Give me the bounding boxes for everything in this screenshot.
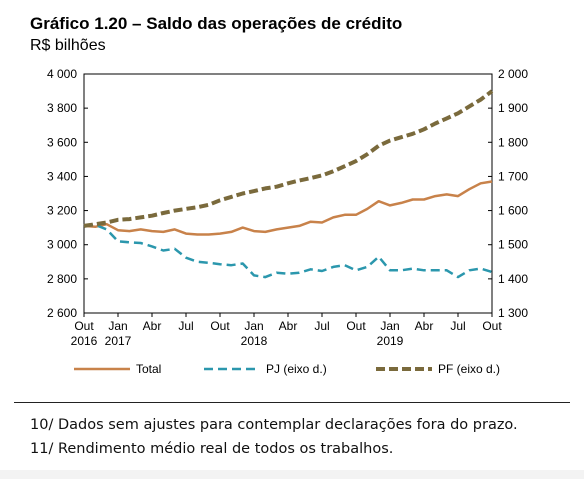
x-tick-label: Jul xyxy=(178,319,193,333)
y-right-tick-label: 1 300 xyxy=(498,306,528,320)
credit-balance-chart: 2 600 2 800 3 000 3 200 3 400 3 600 3 800 4 000… xyxy=(47,67,528,376)
x-tick-label: Jan xyxy=(380,319,399,333)
x-tick-label: Jul xyxy=(314,319,329,333)
x-tick-label: Out xyxy=(346,319,366,333)
chart-unit-label: R$ bilhões xyxy=(30,37,106,54)
y-left-tick-label: 2 600 xyxy=(47,306,77,320)
series-line-3 xyxy=(83,89,494,228)
bottom-band xyxy=(0,470,584,479)
x-tick-label: Abr xyxy=(143,319,162,333)
y-left-tick-label: 3 200 xyxy=(47,204,77,218)
x-tick-year-label: 2018 xyxy=(241,334,268,348)
y-right-tick-label: 1 500 xyxy=(498,238,528,252)
series-line-1 xyxy=(83,180,493,236)
chart-axes: 2 600 2 800 3 000 3 200 3 400 3 600 3 800 4 000… xyxy=(47,67,528,348)
legend-label-1: Total xyxy=(136,362,161,376)
y-right-tick-label: 1 800 xyxy=(498,135,528,149)
y-left-tick-label: 3 800 xyxy=(47,101,77,115)
y-right-tick-label: 2 000 xyxy=(498,67,528,81)
footnotes: 10/ Dados sem ajustes para contemplar de… xyxy=(30,413,518,461)
x-tick-label: Out xyxy=(482,319,502,333)
y-left-tick-label: 3 000 xyxy=(47,238,77,252)
x-tick-year-label: 2016 xyxy=(71,334,98,348)
x-tick-year-label: 2019 xyxy=(377,334,404,348)
y-right-tick-label: 1 400 xyxy=(498,272,528,286)
legend-label-3: PF (eixo d.) xyxy=(438,362,500,376)
chart-series xyxy=(83,89,494,279)
chart-legend: Total PJ (eixo d.) PF (eixo d.) xyxy=(74,362,500,376)
y-right-tick-label: 1 700 xyxy=(498,169,528,183)
x-tick-label: Abr xyxy=(415,319,434,333)
chart-title: Gráfico 1.20 – Saldo das operações de cr… xyxy=(30,14,403,33)
x-tick-year-label: 2017 xyxy=(105,334,132,348)
plot-frame xyxy=(83,73,493,314)
series-line-2 xyxy=(83,223,493,279)
y-left-tick-label: 2 800 xyxy=(47,272,77,286)
notes-divider xyxy=(14,402,570,403)
x-tick-label: Out xyxy=(210,319,230,333)
y-right-tick-label: 1 900 xyxy=(498,101,528,115)
legend-label-2: PJ (eixo d.) xyxy=(266,362,327,376)
y-right-tick-label: 1 600 xyxy=(498,204,528,218)
footnote-11: 11/ Rendimento médio real de todos os tr… xyxy=(30,441,394,457)
y-left-tick-label: 3 400 xyxy=(47,169,77,183)
y-left-tick-label: 4 000 xyxy=(47,67,77,81)
footnote-10: 10/ Dados sem ajustes para contemplar de… xyxy=(30,417,518,433)
y-left-tick-label: 3 600 xyxy=(47,135,77,149)
x-tick-label: Jan xyxy=(244,319,263,333)
x-tick-label: Jul xyxy=(450,319,465,333)
x-tick-label: Abr xyxy=(279,319,298,333)
x-tick-label: Out xyxy=(74,319,94,333)
x-tick-label: Jan xyxy=(108,319,127,333)
